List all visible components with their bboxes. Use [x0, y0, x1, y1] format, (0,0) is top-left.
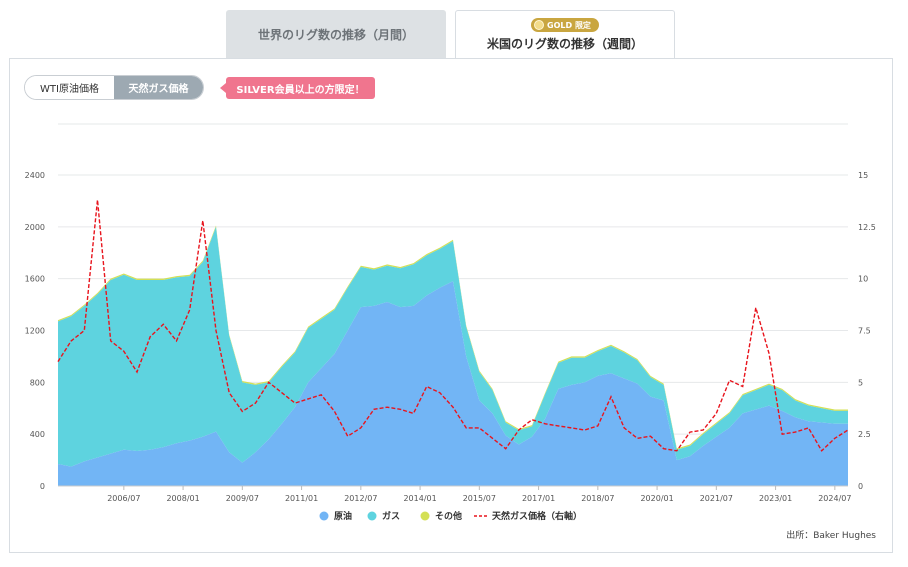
x-tick-label: 2023/01: [759, 494, 792, 503]
area-gas: [58, 226, 848, 467]
right-tick-label: 10: [858, 275, 868, 284]
x-tick-label: 2009/07: [226, 494, 259, 503]
x-tick-label: 2021/07: [700, 494, 733, 503]
legend-oil-label: 原油: [334, 510, 352, 522]
left-axis: 0 400 800 1200 1600 2000 2400: [25, 171, 45, 491]
coin-icon: [534, 20, 545, 30]
left-tick-label: 400: [30, 430, 45, 439]
area-oil: [58, 281, 848, 486]
x-tick-label: 2018/07: [581, 494, 614, 503]
legend-other-marker: [420, 511, 430, 521]
gold-badge: GOLD 限定: [531, 18, 599, 32]
toggle-gas-button[interactable]: 天然ガス価格: [114, 76, 203, 99]
legend-other-label: その他: [435, 510, 462, 522]
x-tick-label: 2006/07: [107, 494, 140, 503]
right-tick-label: 15: [858, 171, 868, 180]
x-tick-label: 2012/07: [344, 494, 377, 503]
x-tick-label: 2024/07: [818, 494, 851, 503]
left-tick-label: 2000: [25, 223, 45, 232]
x-tick-label: 2020/01: [640, 494, 673, 503]
gold-badge-label: GOLD 限定: [547, 20, 591, 30]
x-tick-label: 2017/01: [522, 494, 555, 503]
left-tick-label: 1200: [25, 327, 45, 336]
right-tick-label: 0: [858, 482, 863, 491]
x-tick-label: 2014/01: [403, 494, 436, 503]
x-tick-label: 2011/01: [285, 494, 318, 503]
price-line-series: [57, 199, 849, 452]
right-tick-label: 5: [858, 378, 863, 387]
price-toggle: WTI原油価格 天然ガス価格: [24, 75, 204, 100]
tab-monthly-label: 世界のリグ数の推移（月間）: [257, 28, 414, 42]
legend-gas-marker: [367, 511, 377, 521]
legend-oil-marker: [319, 511, 329, 521]
x-axis: 2006/07 2008/01 2009/07 2011/01 2012/07 2014/…: [58, 485, 851, 503]
tab-weekly[interactable]: GOLD 限定 米国のリグ数の推移（週間）: [455, 10, 675, 59]
source-note: 出所：Baker Hughes: [786, 531, 876, 541]
x-tick-label: 2015/07: [463, 494, 496, 503]
x-tick-label: 2008/01: [166, 494, 199, 503]
toggle-wti-button[interactable]: WTI原油価格: [25, 76, 114, 99]
right-tick-label: 2.5: [858, 430, 871, 439]
tab-weekly-label: 米国のリグ数の推移（週間）: [486, 37, 643, 51]
gas-price-line: [57, 199, 849, 452]
legend-gas-label: ガス: [382, 510, 400, 522]
right-tick-label: 7.5: [858, 327, 871, 336]
legend: 原油 ガス その他 天然ガス価格（右軸）: [319, 510, 582, 522]
left-tick-label: 800: [30, 378, 45, 387]
silver-member-note: SILVER会員以上の方限定！: [220, 77, 375, 99]
right-tick-label: 12.5: [858, 223, 876, 232]
left-tick-label: 0: [40, 482, 45, 491]
left-tick-label: 1600: [25, 275, 45, 284]
left-tick-label: 2400: [25, 171, 45, 180]
legend-price-label: 天然ガス価格（右軸）: [492, 510, 582, 522]
tab-monthly[interactable]: 世界のリグ数の推移（月間）: [226, 10, 446, 59]
area-series: [58, 225, 848, 486]
tab-bar: 世界のリグ数の推移（月間） GOLD 限定 米国のリグ数の推移（週間）: [0, 0, 908, 60]
right-axis: 0 2.5 5 7.5 10 12.5 15: [858, 171, 876, 491]
